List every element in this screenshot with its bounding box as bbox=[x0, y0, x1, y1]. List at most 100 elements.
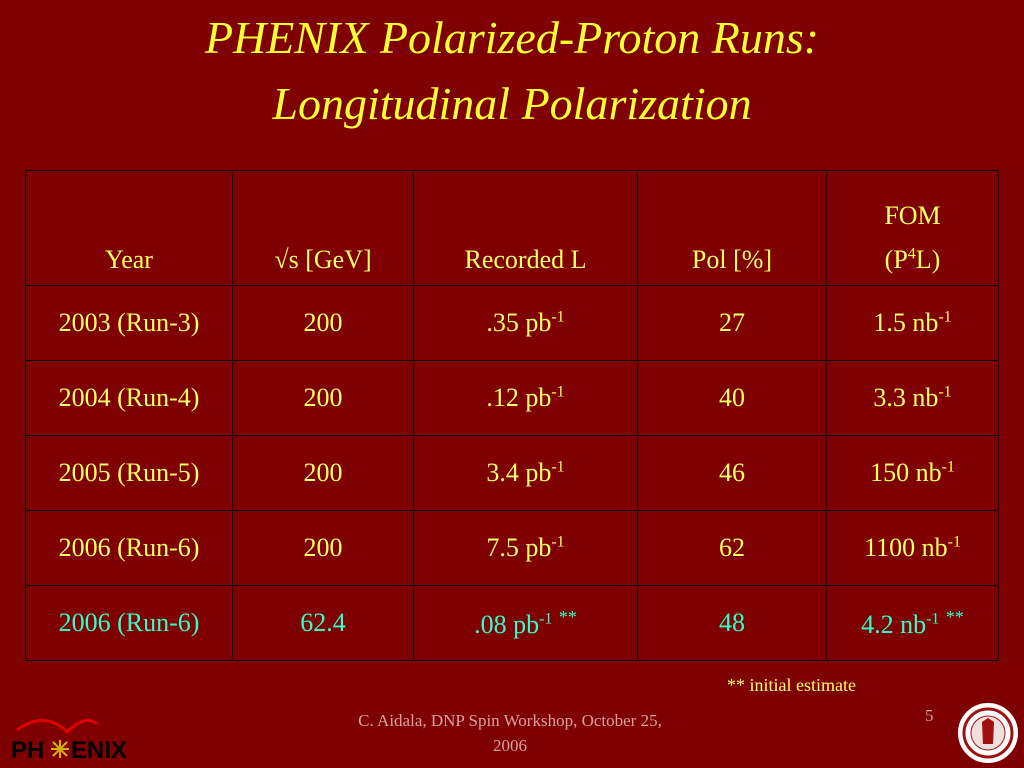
cell-text: 2006 (Run-6) bbox=[59, 533, 200, 562]
footer-line: 2006 bbox=[493, 736, 527, 755]
table-cell: 200 bbox=[232, 510, 414, 586]
table-cell: .08 pb-1 ** bbox=[413, 585, 638, 661]
cell-post: L) bbox=[915, 245, 941, 274]
table-cell: 3.3 nb-1 bbox=[826, 360, 999, 436]
table-cell: 2004 (Run-4) bbox=[25, 360, 233, 436]
cell-text: √s [GeV] bbox=[274, 245, 371, 274]
table-cell: 40 bbox=[637, 360, 827, 436]
cell-text: 4.2 nb-1 ** bbox=[861, 606, 964, 639]
superscript: -1 bbox=[551, 533, 565, 551]
cell-text: 27 bbox=[719, 308, 745, 337]
header-cell: FOM (P4L) bbox=[826, 170, 999, 286]
cell-text: Recorded L bbox=[464, 245, 586, 274]
cell-main: Pol [%] bbox=[691, 245, 773, 274]
cell-main: √s [GeV] bbox=[274, 245, 372, 274]
table-cell: 2003 (Run-3) bbox=[25, 285, 233, 361]
superscript: -1 bbox=[947, 533, 961, 551]
table-cell: 2006 (Run-6) bbox=[25, 585, 233, 661]
table-cell: 46 bbox=[637, 435, 827, 511]
cell-text: 3.3 nb-1 bbox=[873, 383, 951, 412]
table-cell: 150 nb-1 bbox=[826, 435, 999, 511]
cell-text: 1100 nb-1 bbox=[864, 533, 961, 562]
cell-text: Year bbox=[105, 245, 153, 274]
cell-text: 62.4 bbox=[300, 608, 346, 637]
cell-main: 3.3 nb bbox=[873, 383, 939, 412]
table-cell: .35 pb-1 bbox=[413, 285, 638, 361]
cell-text: 1.5 nb-1 bbox=[873, 308, 951, 337]
cell-main: 40 bbox=[719, 383, 745, 412]
page-number: 5 bbox=[925, 706, 934, 725]
logo-star bbox=[51, 740, 69, 758]
cell-text: (P4L) bbox=[885, 245, 941, 274]
cell-main: 1100 nb bbox=[864, 533, 948, 562]
cell-text: 40 bbox=[719, 383, 745, 412]
logo-swoosh bbox=[16, 718, 98, 735]
cell-line: FOM bbox=[884, 201, 941, 231]
cell-text: 2005 (Run-5) bbox=[59, 458, 200, 487]
cell-main: 3.4 pb bbox=[486, 458, 552, 487]
superscript: -1 bbox=[551, 308, 565, 326]
cell-main: 62 bbox=[719, 533, 745, 562]
cell-text: 46 bbox=[719, 458, 745, 487]
cell-main: 200 bbox=[303, 533, 343, 562]
table-cell: .12 pb-1 bbox=[413, 360, 638, 436]
cell-text: 150 nb-1 bbox=[870, 458, 955, 487]
cell-main: 1.5 nb bbox=[873, 308, 939, 337]
superscript: -1 bbox=[551, 383, 565, 401]
superscript: -1 bbox=[539, 609, 553, 627]
university-seal bbox=[956, 701, 1020, 765]
cell-main: .08 pb bbox=[474, 609, 540, 639]
cell-text: 200 bbox=[304, 308, 343, 337]
table-cell: 1.5 nb-1 bbox=[826, 285, 999, 361]
cell-main: 48 bbox=[719, 608, 745, 637]
table-cell: 4.2 nb-1 ** bbox=[826, 585, 999, 661]
table-cell: 200 bbox=[232, 285, 414, 361]
note-mark: ** bbox=[945, 606, 964, 627]
cell-text: 2006 (Run-6) bbox=[59, 608, 200, 637]
cell-main: 4.2 nb bbox=[861, 609, 927, 639]
footer: C. Aidala, DNP Spin Workshop, October 25… bbox=[325, 708, 695, 758]
superscript: 4 bbox=[907, 245, 916, 263]
cell-main: 150 nb bbox=[870, 458, 942, 487]
cell-main: 27 bbox=[719, 308, 745, 337]
cell-text: 62 bbox=[719, 533, 745, 562]
table-cell: 62.4 bbox=[232, 585, 414, 661]
title-line: PHENIX Polarized-Proton Runs: bbox=[204, 12, 820, 63]
cell-main: (P bbox=[884, 245, 908, 274]
table-cell: 1100 nb-1 bbox=[826, 510, 999, 586]
header-cell: Recorded L bbox=[413, 170, 638, 286]
cell-text: 7.5 pb-1 bbox=[486, 533, 564, 562]
cell-main: 2004 (Run-4) bbox=[58, 383, 200, 412]
cell-main: Recorded L bbox=[464, 245, 587, 274]
cell-main: 200 bbox=[303, 383, 343, 412]
header-cell: Pol [%] bbox=[637, 170, 827, 286]
cell-main: 2006 (Run-6) bbox=[58, 608, 200, 637]
cell-text: 3.4 pb-1 bbox=[486, 458, 564, 487]
header-cell: √s [GeV] bbox=[232, 170, 414, 286]
cell-main: 62.4 bbox=[300, 608, 346, 637]
footer-line: C. Aidala, DNP Spin Workshop, October 25… bbox=[358, 711, 662, 730]
superscript: -1 bbox=[926, 609, 940, 627]
cell-main: 7.5 pb bbox=[486, 533, 552, 562]
cell-main: 2003 (Run-3) bbox=[58, 308, 200, 337]
cell-main: .12 pb bbox=[486, 383, 552, 412]
cell-text: 2004 (Run-4) bbox=[59, 383, 200, 412]
cell-text: 200 bbox=[304, 383, 343, 412]
table-cell: 3.4 pb-1 bbox=[413, 435, 638, 511]
table-cell: 200 bbox=[232, 360, 414, 436]
cell-text: 200 bbox=[304, 458, 343, 487]
cell-main: 46 bbox=[719, 458, 745, 487]
cell-main: Year bbox=[105, 245, 153, 274]
cell-main: 2005 (Run-5) bbox=[58, 458, 200, 487]
table-row: 2006 (Run-6) 200 7.5 pb-1 62 1100 nb-1 bbox=[25, 510, 999, 586]
cell-text: .08 pb-1 ** bbox=[474, 607, 577, 639]
cell-text: .35 pb-1 bbox=[486, 308, 564, 337]
data-table: Year √s [GeV] Recorded L Pol [%] FOM (P4L) 200… bbox=[25, 170, 999, 661]
cell-text: .12 pb-1 bbox=[486, 383, 564, 412]
header-cell: Year bbox=[25, 170, 233, 286]
footnote: ** initial estimate bbox=[727, 675, 856, 695]
table-cell: 2006 (Run-6) bbox=[25, 510, 233, 586]
superscript: -1 bbox=[551, 458, 565, 476]
superscript: -1 bbox=[941, 458, 955, 476]
